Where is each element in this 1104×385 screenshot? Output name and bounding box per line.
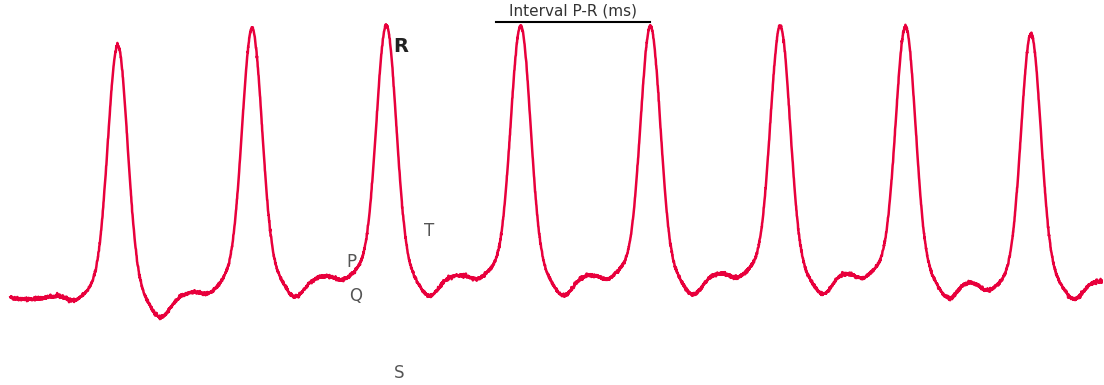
Text: T: T: [424, 222, 434, 240]
Text: S: S: [393, 364, 404, 382]
Text: Interval P-R (ms): Interval P-R (ms): [509, 3, 637, 18]
Text: P: P: [346, 253, 357, 271]
Text: R: R: [393, 37, 408, 56]
Text: Q: Q: [349, 287, 362, 305]
